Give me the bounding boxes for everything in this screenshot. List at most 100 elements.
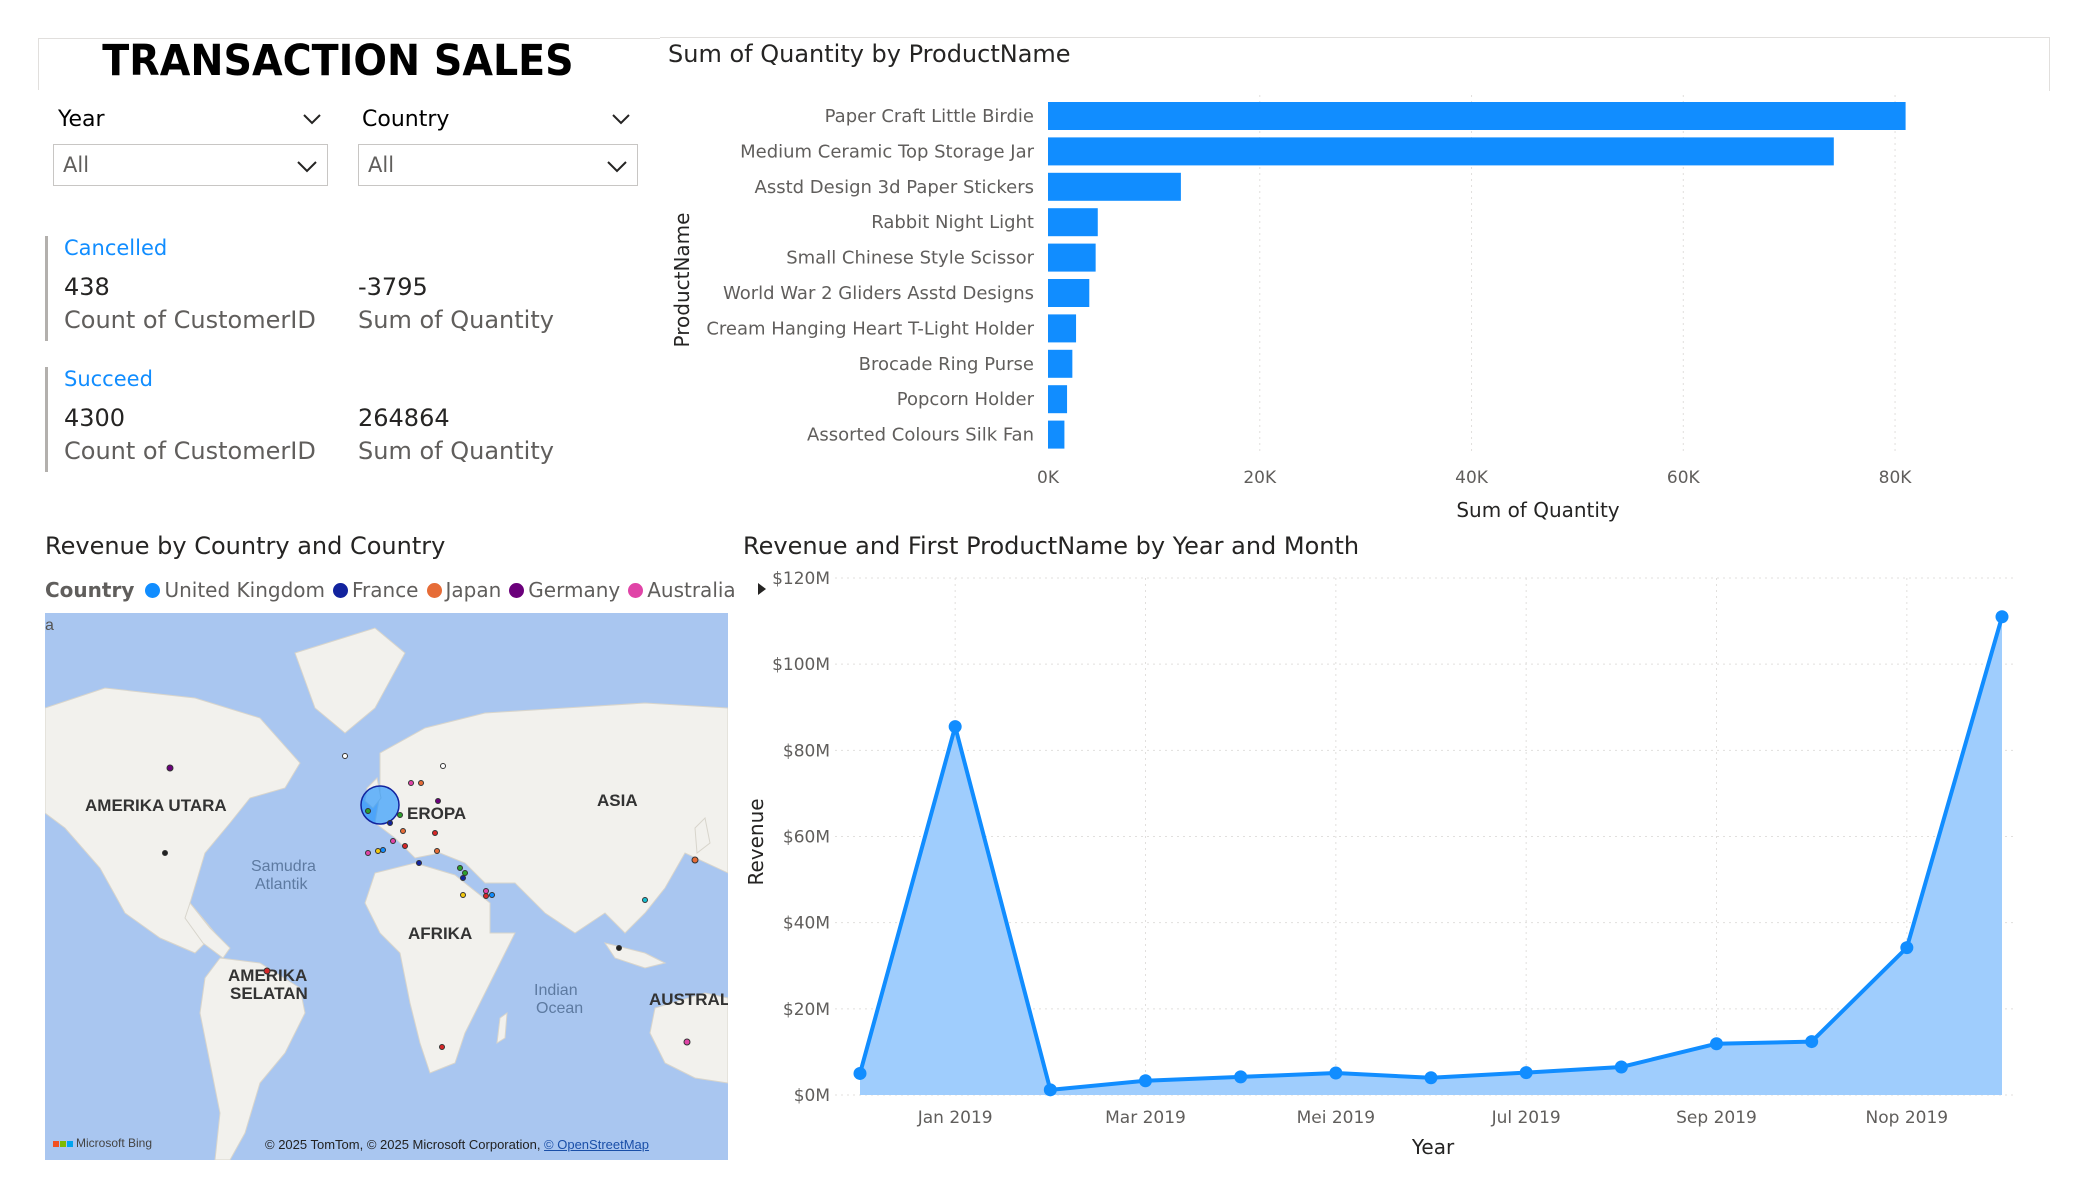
map-bubble[interactable] [460, 892, 466, 898]
legend-item[interactable]: United Kingdom [145, 578, 325, 602]
map-bubble[interactable] [489, 892, 495, 898]
bar[interactable] [1048, 314, 1077, 343]
map-bubble[interactable] [483, 888, 489, 894]
country-slicer: Country All [358, 104, 638, 190]
osm-link[interactable]: © OpenStreetMap [544, 1137, 650, 1152]
map-bubble[interactable] [397, 812, 403, 818]
category-label: World War 2 Gliders Asstd Designs [723, 283, 1034, 304]
map-bubble[interactable] [691, 856, 699, 864]
bar[interactable] [1048, 420, 1065, 449]
bar[interactable] [1048, 102, 1906, 130]
legend-label: France [351, 578, 419, 602]
card-heading: Cancelled [64, 236, 168, 260]
year-dropdown[interactable]: All [53, 144, 328, 186]
bar[interactable] [1048, 243, 1096, 272]
y-tick-label: $60M [783, 828, 830, 848]
world-map[interactable]: AMERIKA UTARA EROPA ASIA Samudra Atlanti… [45, 613, 728, 1160]
map-bubble[interactable] [642, 897, 648, 903]
map-bubble[interactable] [435, 798, 441, 804]
data-point[interactable] [1043, 1083, 1057, 1097]
map-bubble[interactable] [457, 865, 463, 871]
card-sum-label: Sum of Quantity [358, 437, 554, 465]
bar[interactable] [1048, 279, 1090, 307]
x-tick-label: Jan 2019 [917, 1108, 993, 1128]
map-bubble[interactable] [375, 848, 381, 854]
legend-item[interactable]: Japan [426, 578, 502, 602]
x-tick-label: 0K [1037, 468, 1060, 488]
map-bubble[interactable] [365, 808, 371, 814]
chevron-down-icon[interactable] [301, 108, 323, 130]
card-count-label: Count of CustomerID [64, 306, 316, 334]
map-bubble[interactable] [408, 780, 414, 786]
chevron-down-icon[interactable] [610, 108, 632, 130]
map-bubble[interactable] [390, 838, 396, 844]
map-bubble[interactable] [462, 870, 468, 876]
legend-dot-icon [509, 583, 525, 598]
legend-label: Japan [445, 578, 502, 602]
map-bubble[interactable] [483, 893, 489, 899]
bar[interactable] [1048, 172, 1181, 201]
data-point[interactable] [948, 720, 962, 734]
bar[interactable] [1048, 385, 1068, 414]
category-label: Medium Ceramic Top Storage Jar [740, 141, 1035, 162]
bar[interactable] [1048, 208, 1098, 237]
map-bubble[interactable] [402, 843, 408, 849]
map-bubble[interactable] [616, 945, 622, 951]
legend-item[interactable]: Germany [509, 578, 620, 602]
y-axis-title: Revenue [744, 798, 768, 885]
card-sum-value: 264864 [358, 404, 450, 432]
map-label-indian-ocean: Ocean [536, 1000, 583, 1017]
map-bubble[interactable] [380, 847, 386, 853]
title-frame [38, 38, 660, 90]
data-point[interactable] [1329, 1066, 1343, 1080]
legend-dot-icon [426, 583, 442, 598]
caret-right-icon[interactable] [755, 581, 769, 597]
y-tick-label: $20M [783, 1000, 830, 1020]
data-point[interactable] [853, 1066, 867, 1080]
map-label-atlantic: Samudra [251, 858, 316, 875]
map-bubble-uk[interactable] [360, 785, 400, 825]
category-label: Brocade Ring Purse [859, 354, 1034, 375]
map-label-asia: ASIA [597, 791, 638, 810]
data-point[interactable] [1519, 1066, 1533, 1080]
map-bubble[interactable] [418, 780, 424, 786]
data-point[interactable] [1710, 1037, 1723, 1051]
x-tick-label: 80K [1879, 468, 1913, 488]
data-point[interactable] [1995, 610, 2009, 624]
data-point[interactable] [1900, 941, 1914, 955]
card-count-value: 4300 [64, 404, 126, 432]
map-bubble[interactable] [365, 850, 371, 856]
legend-item[interactable]: France [332, 578, 419, 602]
card-sum-label: Sum of Quantity [358, 306, 554, 334]
map-bubble[interactable] [434, 848, 440, 854]
data-point[interactable] [1805, 1035, 1819, 1049]
legend-title: Country [45, 578, 135, 602]
map-bubble[interactable] [263, 967, 271, 975]
map-bubble[interactable] [439, 1044, 445, 1050]
chevron-down-icon [607, 161, 627, 173]
map-bubble[interactable] [162, 850, 168, 856]
data-point[interactable] [1139, 1074, 1152, 1088]
map-bubble[interactable] [432, 830, 438, 836]
card-count-label: Count of CustomerID [64, 437, 316, 465]
map-bubble[interactable] [400, 828, 406, 834]
y-axis-title: ProductName [670, 213, 694, 348]
category-label: Popcorn Holder [897, 389, 1035, 410]
bar[interactable] [1048, 349, 1073, 378]
data-point[interactable] [1424, 1071, 1438, 1085]
x-tick-label: 20K [1243, 468, 1277, 488]
map-bubble[interactable] [166, 764, 174, 772]
bar[interactable] [1048, 137, 1834, 166]
legend-item[interactable]: Australia [628, 578, 736, 602]
data-point[interactable] [1614, 1060, 1628, 1074]
map-bubble[interactable] [683, 1038, 691, 1046]
map-bubble[interactable] [387, 820, 393, 826]
map-corner-label: a [45, 617, 54, 634]
map-bubble[interactable] [416, 860, 422, 866]
country-dropdown[interactable]: All [358, 144, 638, 186]
map-bubble[interactable] [460, 875, 466, 881]
x-axis-title: Sum of Quantity [1456, 498, 1619, 522]
data-point[interactable] [1234, 1070, 1248, 1084]
map-bubble[interactable] [342, 753, 348, 759]
map-bubble[interactable] [440, 763, 446, 769]
